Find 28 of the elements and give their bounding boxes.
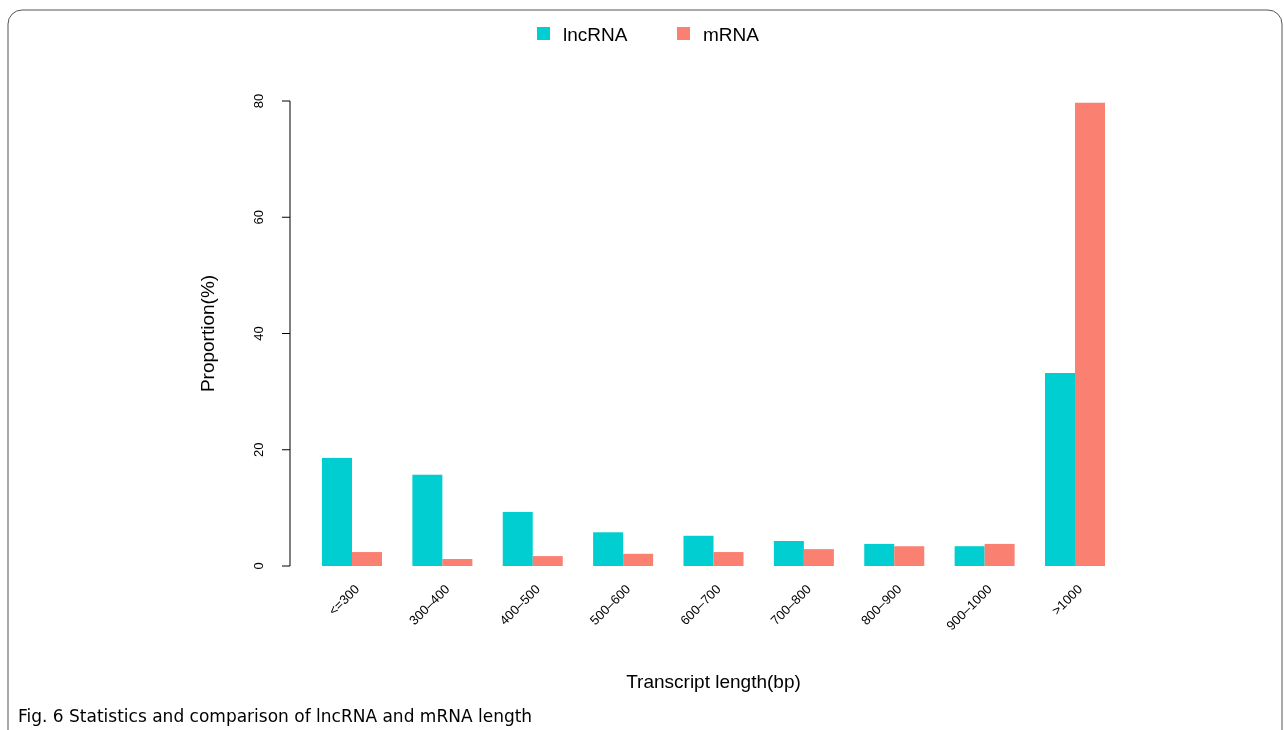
bar bbox=[894, 546, 925, 566]
y-tick-label: 60 bbox=[251, 210, 266, 225]
y-tick-label: 40 bbox=[251, 326, 266, 341]
bar bbox=[352, 552, 382, 566]
caption: Fig. 6 Statistics and comparison of lncRNA and mRNA length bbox=[18, 706, 533, 726]
bar bbox=[683, 535, 714, 566]
bar bbox=[442, 559, 473, 566]
bar bbox=[1045, 373, 1075, 566]
bar bbox=[954, 546, 985, 566]
bar bbox=[803, 549, 834, 566]
bar bbox=[713, 552, 744, 566]
bar bbox=[984, 543, 1015, 566]
bar bbox=[502, 511, 533, 566]
bar bbox=[773, 541, 804, 566]
y-tick-label: 0 bbox=[251, 562, 266, 570]
bar bbox=[864, 543, 895, 566]
y-axis-title: Proportion(%) bbox=[197, 274, 218, 393]
bar bbox=[623, 553, 654, 566]
bar bbox=[593, 532, 624, 566]
bar bbox=[532, 556, 563, 566]
legend-label: mRNA bbox=[703, 23, 760, 45]
bar bbox=[322, 457, 352, 566]
bar bbox=[1075, 102, 1105, 566]
bar bbox=[412, 474, 443, 566]
y-tick-label: 20 bbox=[251, 442, 266, 457]
x-axis-title: Transcript length(bp) bbox=[626, 671, 801, 692]
legend-label: lncRNA bbox=[563, 23, 628, 45]
y-tick-label: 80 bbox=[251, 93, 266, 109]
